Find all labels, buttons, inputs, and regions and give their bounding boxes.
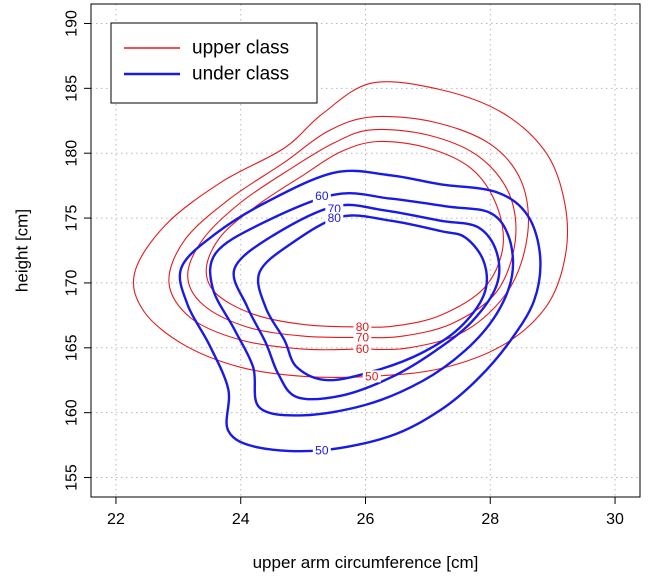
contour-label-bg [312,190,331,203]
x-tick-label: 24 [232,511,250,528]
contour-label-under-class-60: 60 [315,189,329,203]
contour-label-under-class-50: 50 [315,443,329,457]
contour-label-upper-class-80: 80 [356,320,370,334]
contour-label-bg [325,202,344,215]
contour-under-class-60 [208,192,515,417]
contour-upper-class-80 [205,140,504,328]
contours [132,81,569,453]
contour-label-bg [353,321,372,334]
legend-label-under-class: under class [192,64,289,85]
contour-label-under-class-80: 80 [328,211,342,225]
contour-upper-class-60 [168,115,530,351]
x-axis-label: upper arm circumference [cm] [253,553,479,572]
contour-label-bg [353,331,372,344]
y-tick-label: 155 [64,464,81,491]
legend-label-upper-class: upper class [192,38,289,59]
axes: 22 24 26 28 30 155 160 165 170 175 180 185 190 [64,10,625,528]
y-tick-label: 160 [64,399,81,426]
x-tick-label: 22 [107,511,125,528]
contour-label-bg [353,343,372,356]
contour-label-bg [325,212,344,225]
y-tick-label: 165 [64,334,81,361]
x-tick-label: 30 [606,511,624,528]
contour-label-bg [312,444,331,457]
y-tick-label: 190 [64,10,81,37]
contour-label-upper-class-70: 70 [356,330,370,344]
contour-upper-class-70 [187,128,517,339]
contour-under-class-80 [256,214,488,382]
x-tick-label: 28 [481,511,499,528]
contour-under-class-50 [178,169,542,453]
contour-label-upper-class-60: 60 [356,342,370,356]
contour-label-upper-class-50: 50 [365,369,379,383]
x-tick-label: 26 [357,511,375,528]
y-tick-label: 175 [64,205,81,232]
contour-label-bg [362,370,381,383]
legend-box [110,22,318,104]
y-axis-label: height [cm] [13,209,32,292]
contour-under-class-70 [232,203,501,401]
y-tick-label: 185 [64,75,81,102]
y-tick-label: 180 [64,140,81,167]
legend: upper class under class [110,22,318,104]
y-tick-label: 170 [64,269,81,296]
